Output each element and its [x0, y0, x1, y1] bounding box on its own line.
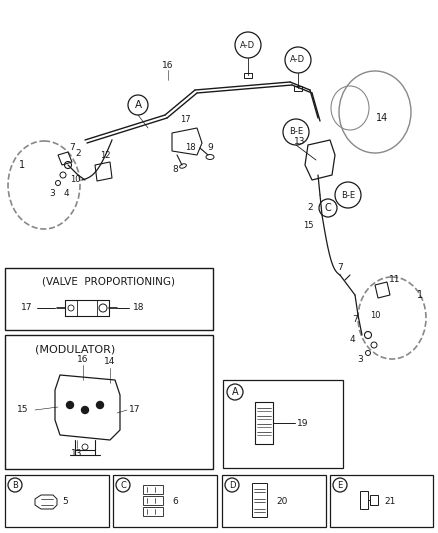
Text: B: B — [12, 481, 18, 489]
Text: A: A — [232, 387, 238, 397]
Text: 16: 16 — [162, 61, 174, 69]
Bar — [255, 402, 273, 444]
Text: 7: 7 — [69, 143, 75, 152]
Bar — [222, 475, 326, 527]
Text: 3: 3 — [357, 356, 363, 365]
Bar — [5, 268, 213, 330]
Bar — [330, 475, 433, 527]
Text: 7: 7 — [337, 263, 343, 272]
Text: 1: 1 — [417, 290, 423, 300]
Bar — [294, 86, 302, 91]
Text: 17: 17 — [180, 116, 191, 125]
Text: 12: 12 — [100, 150, 110, 159]
Bar — [252, 483, 267, 517]
Text: 4: 4 — [63, 189, 69, 198]
Text: 11: 11 — [389, 276, 401, 285]
Bar — [370, 495, 378, 505]
Bar — [223, 380, 343, 468]
Bar — [143, 485, 163, 494]
Text: 10: 10 — [70, 175, 80, 184]
Text: E: E — [337, 481, 343, 489]
Text: 13: 13 — [294, 138, 306, 147]
Text: 18: 18 — [133, 303, 145, 312]
Text: 5: 5 — [62, 497, 68, 505]
Text: D: D — [229, 481, 235, 489]
Text: 3: 3 — [49, 189, 55, 198]
Circle shape — [96, 401, 103, 408]
Text: 9: 9 — [207, 143, 213, 152]
Text: C: C — [120, 481, 126, 489]
Text: A-D: A-D — [240, 41, 255, 50]
Bar — [5, 475, 109, 527]
Circle shape — [81, 407, 88, 414]
Text: 16: 16 — [77, 356, 89, 365]
Text: 4: 4 — [349, 335, 355, 344]
Bar — [5, 335, 213, 469]
Text: B-E: B-E — [289, 127, 303, 136]
Text: (VALVE  PROPORTIONING): (VALVE PROPORTIONING) — [42, 277, 176, 287]
Bar — [143, 507, 163, 516]
Text: 20: 20 — [276, 497, 288, 505]
Text: A: A — [134, 100, 141, 110]
Bar — [360, 491, 368, 509]
Text: B-E: B-E — [341, 190, 355, 199]
Text: 10: 10 — [370, 311, 380, 319]
Text: 2: 2 — [307, 203, 313, 212]
Text: 17: 17 — [21, 303, 33, 312]
Text: 18: 18 — [185, 143, 195, 152]
Text: 15: 15 — [17, 406, 29, 415]
Text: 6: 6 — [172, 497, 178, 505]
Text: A-D: A-D — [290, 55, 306, 64]
Text: 1: 1 — [19, 160, 25, 170]
Text: 8: 8 — [172, 166, 178, 174]
Text: 21: 21 — [384, 497, 396, 505]
Text: (MODULATOR): (MODULATOR) — [35, 345, 115, 355]
Text: 14: 14 — [376, 113, 388, 123]
Bar — [244, 73, 252, 78]
Text: 15: 15 — [303, 221, 313, 230]
Text: 17: 17 — [129, 406, 141, 415]
Text: 7: 7 — [352, 316, 358, 325]
Text: 2: 2 — [75, 149, 81, 157]
Bar — [113, 475, 217, 527]
Bar — [143, 496, 163, 505]
Text: 19: 19 — [297, 418, 309, 427]
Text: 13: 13 — [71, 448, 83, 457]
Text: C: C — [325, 203, 332, 213]
Circle shape — [67, 401, 74, 408]
Text: 14: 14 — [104, 358, 116, 367]
